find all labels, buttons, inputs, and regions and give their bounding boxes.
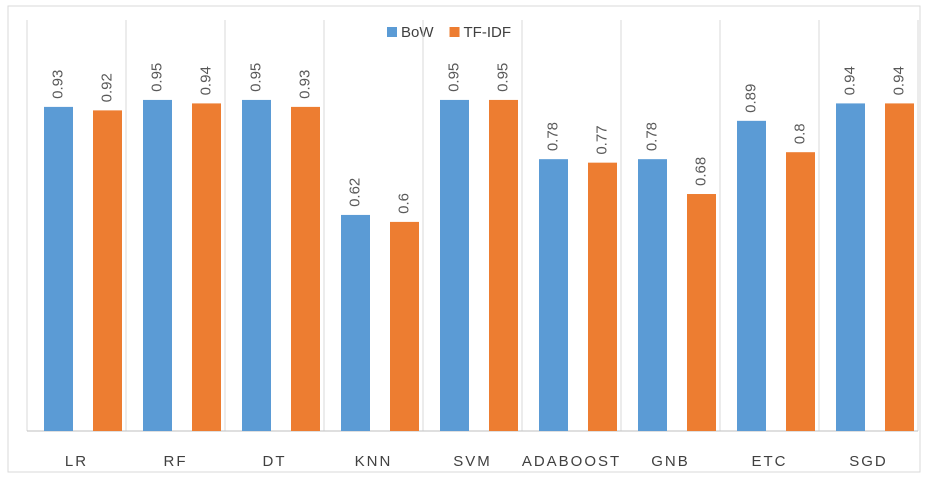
x-tick-label: ADABOOST — [522, 453, 621, 470]
bar — [93, 110, 122, 431]
data-label: 0.94 — [890, 66, 907, 95]
data-label: 0.95 — [494, 63, 511, 92]
bar — [143, 99, 172, 432]
data-label: 0.94 — [197, 66, 214, 95]
data-label: 0.6 — [395, 193, 412, 214]
bar — [44, 106, 73, 432]
bar — [638, 159, 667, 432]
bar — [291, 106, 320, 432]
data-label: 0.89 — [742, 84, 759, 113]
data-label: 0.93 — [296, 70, 313, 99]
bar — [539, 159, 568, 432]
x-tick-label: SGD — [849, 453, 888, 470]
data-label: 0.78 — [544, 122, 561, 151]
data-label: 0.92 — [98, 73, 115, 102]
legend: BoW TF-IDF — [387, 24, 511, 41]
data-label: 0.8 — [791, 123, 808, 144]
data-label: 0.68 — [692, 157, 709, 186]
data-label: 0.77 — [593, 125, 610, 154]
legend-swatch — [387, 27, 397, 37]
data-label: 0.94 — [841, 66, 858, 95]
x-tick-label: ETC — [752, 453, 788, 470]
legend-label: BoW — [401, 24, 434, 41]
bar — [588, 162, 617, 431]
data-label: 0.62 — [346, 178, 363, 207]
bar — [786, 152, 815, 431]
bar — [341, 214, 370, 431]
bar — [440, 99, 469, 432]
legend-swatch — [449, 27, 460, 37]
bar — [885, 103, 914, 431]
data-label: 0.93 — [49, 70, 66, 99]
bar — [737, 120, 766, 432]
x-tick-label: DT — [263, 453, 287, 470]
x-tick-label: KNN — [355, 453, 393, 470]
data-label: 0.95 — [148, 63, 165, 92]
bar — [489, 99, 518, 432]
bar — [687, 194, 716, 431]
bar — [836, 103, 865, 431]
legend-label: TF-IDF — [464, 24, 511, 41]
x-tick-label: RF — [164, 453, 188, 470]
data-label: 0.95 — [247, 63, 264, 92]
bar — [192, 103, 221, 431]
bar — [242, 99, 271, 432]
x-tick-label: LR — [65, 453, 88, 470]
data-label: 0.95 — [445, 63, 462, 92]
data-label: 0.78 — [643, 122, 660, 151]
bar — [390, 221, 419, 431]
x-tick-label: SVM — [453, 453, 492, 470]
x-tick-label: GNB — [651, 453, 690, 470]
